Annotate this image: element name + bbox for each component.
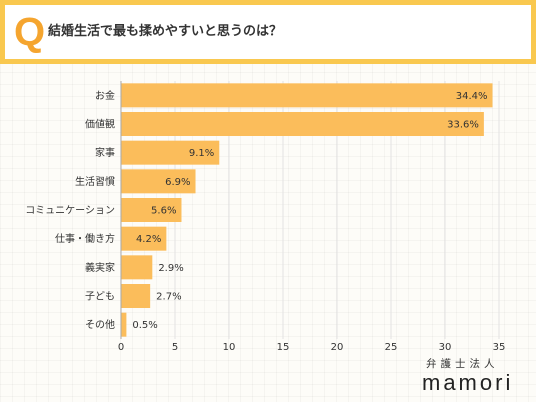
bar [121,83,493,108]
data-label-value: 9.1 [189,148,205,159]
data-label: 2.9% [158,263,183,274]
bar [121,198,182,222]
category-label: 義実家 [85,261,115,274]
bar [121,312,127,337]
data-label: 9.1% [189,148,214,159]
data-label: 2.7% [156,292,181,303]
data-label: 4.2% [136,234,161,245]
category-label: 家事 [95,146,115,159]
data-label-value: 4.2 [136,234,152,245]
x-tick-label: 35 [493,342,506,353]
data-label-unit: % [167,206,177,217]
data-label: 34.4% [456,91,488,102]
category-label: 仕事・働き方 [55,232,115,245]
category-label: コミュニケーション [25,205,115,217]
data-label-unit: % [181,177,191,188]
x-tick-label: 25 [385,342,398,353]
bars [121,83,493,337]
category-label: 子ども [85,291,115,303]
mamori-logo: 弁護士法人 mamori [422,357,513,395]
bar [121,255,153,280]
bar [121,284,151,308]
data-label-value: 2.7 [156,292,172,303]
bar [121,140,220,165]
data-label-unit: % [148,320,158,331]
data-label-value: 5.6 [151,206,167,217]
question-header: Q 結婚生活で最も揉めやすいと思うのは？ [0,0,536,64]
data-label-value: 33.6 [447,120,469,131]
data-label-unit: % [174,263,184,274]
x-axis-ticks: 0 5 10 15 20 25 30 35 [118,342,506,353]
x-tick-label: 20 [331,342,344,353]
data-label: 0.5% [132,320,157,331]
q-mark: Q [14,10,46,54]
x-tick-label: 5 [172,342,178,353]
data-label-value: 34.4 [456,91,478,102]
bar [121,226,167,251]
data-label-unit: % [172,292,182,303]
data-labels: 34.4%33.6%9.1%6.9%5.6%4.2%2.9%2.7%0.5% [132,91,487,331]
question-title: 結婚生活で最も揉めやすいと思うのは？ [48,24,283,39]
bar [121,112,484,136]
data-label-value: 6.9 [165,177,181,188]
data-label: 6.9% [165,177,190,188]
data-label: 33.6% [447,120,479,131]
x-tick-label: 15 [277,342,290,353]
data-label-unit: % [152,234,162,245]
logo-wordmark: mamori [422,370,514,395]
data-label-value: 2.9 [158,263,174,274]
category-label: お金 [95,89,115,102]
category-label: その他 [85,318,115,331]
category-label: 価値観 [85,118,115,131]
bar [121,169,196,194]
data-label-unit: % [478,91,488,102]
x-tick-label: 0 [118,342,124,353]
category-label: 生活習慣 [75,175,115,188]
logo-prefix: 弁護士法人 [426,358,499,370]
data-label-unit: % [205,148,215,159]
data-label-unit: % [469,120,479,131]
x-tick-label: 30 [439,342,452,353]
data-label: 5.6% [151,206,176,217]
data-label-value: 0.5 [132,320,148,331]
x-tick-label: 10 [223,342,236,353]
